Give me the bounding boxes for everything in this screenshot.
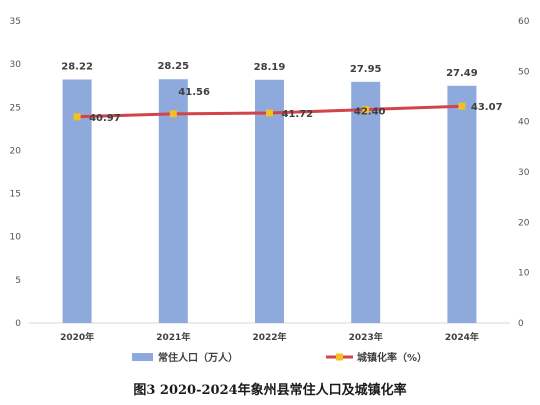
line-value-label: 40.97: [89, 113, 121, 124]
y-right-tick-label: 0: [518, 319, 524, 329]
y-right-tick-label: 20: [518, 218, 530, 228]
line-point-marker: [169, 110, 177, 118]
line-value-label: 41.72: [282, 109, 314, 120]
x-category-label: 2020年: [60, 331, 94, 343]
bar-value-label: 28.22: [61, 62, 93, 73]
x-category-label: 2024年: [445, 331, 479, 343]
line-value-label: 43.07: [471, 102, 503, 113]
axes-group: 0 5 10 15 20 25 30 35 0 10 20 30 40 50 60 2020年 2021年 202…: [10, 17, 530, 343]
y-right-tick-label: 50: [518, 67, 530, 77]
line-point-marker: [73, 113, 81, 121]
bar-value-label: 28.19: [254, 62, 286, 73]
y-left-tick-label: 10: [10, 233, 22, 243]
line-point-marker: [362, 106, 370, 114]
y-left-tick-label: 30: [10, 60, 22, 70]
y-right-tick-label: 30: [518, 168, 530, 178]
population-bar: [255, 79, 284, 323]
line-value-label: 42.40: [354, 107, 386, 118]
line-value-label: 41.56: [178, 87, 210, 98]
legend-label-population: 常住人口（万人）: [158, 351, 238, 364]
legend-label-urbanization: 城镇化率（%）: [357, 351, 427, 364]
figure-caption: 图3 2020-2024年象州县常住人口及城镇化率: [133, 383, 407, 398]
y-left-tick-label: 35: [10, 17, 21, 27]
bar-value-label: 28.25: [157, 61, 189, 72]
x-category-label: 2023年: [349, 331, 383, 343]
data-labels: 28.22 28.25 28.19 27.95 27.49 40.97 41.56 41.72…: [61, 61, 502, 124]
combo-chart: 0 5 10 15 20 25 30 35 0 10 20 30 40 50 60 2020年 2021年 202…: [10, 17, 530, 364]
y-left-tick-label: 20: [10, 146, 22, 156]
bar-value-label: 27.95: [350, 64, 382, 75]
y-right-tick-label: 60: [518, 17, 530, 27]
legend: 常住人口（万人） 城镇化率（%）: [132, 351, 427, 364]
x-category-label: 2022年: [252, 331, 286, 343]
bar-value-label: 27.49: [446, 68, 478, 79]
y-left-tick-label: 0: [15, 319, 21, 329]
x-category-label: 2021年: [156, 331, 190, 343]
y-left-tick-label: 25: [10, 103, 21, 113]
population-bar: [158, 79, 188, 323]
line-series: [73, 102, 466, 121]
y-right-tick-label: 10: [518, 269, 530, 279]
population-bar: [351, 81, 381, 324]
population-bar: [447, 85, 477, 323]
y-left-tick-label: 5: [15, 276, 21, 286]
bar-series: [62, 79, 477, 324]
legend-swatch-population: [132, 353, 153, 361]
y-right-tick-label: 40: [518, 118, 530, 128]
y-left-tick-label: 15: [10, 190, 21, 200]
legend-swatch-marker: [336, 353, 343, 361]
line-point-marker: [266, 109, 273, 117]
line-point-marker: [458, 102, 466, 110]
